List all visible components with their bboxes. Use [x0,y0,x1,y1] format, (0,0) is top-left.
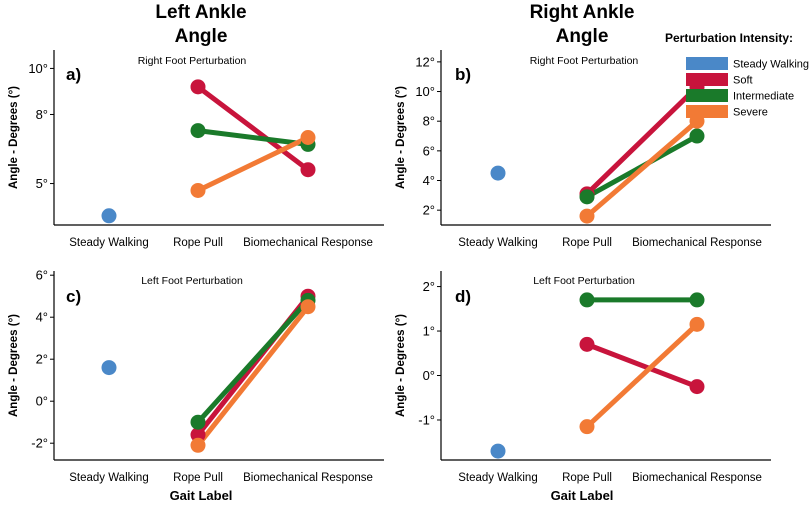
point-intermediate-rope-pull [579,292,595,308]
point-intermediate-rope-pull [190,414,206,430]
y-tick-label: 4° [423,173,435,188]
legend-swatch-steady-walking [686,57,728,70]
x-tick-label: Biomechanical Response [243,472,373,484]
point-severe-rope-pull [190,437,206,453]
right-column-title: Right Ankle [530,2,635,23]
x-axis-label-left: Gait Label [170,488,233,503]
panel-label: b) [455,65,471,84]
point-soft-rope-pull [190,79,206,95]
y-tick-label: 5° [36,176,48,191]
panel-c: -2° 0° 2° 4° 6° Angle - Degrees (°) Steady Wal… [8,268,384,484]
legend-label-severe: Severe [733,107,768,119]
legend-swatch-severe [686,105,728,118]
panel-subtitle: Right Foot Perturbation [138,55,247,67]
legend-title: Perturbation Intensity: [665,31,793,45]
y-tick-label: 2° [423,203,435,218]
point-soft-biomechanical-response [689,379,705,395]
point-intermediate-rope-pull [579,189,595,205]
y-axis-label: Angle - Degrees (°) [8,314,20,417]
series-line-severe [195,304,311,448]
point-steady-walking [101,360,117,376]
panel-subtitle: Right Foot Perturbation [530,55,639,67]
y-axis-label: Angle - Degrees (°) [395,86,407,189]
y-tick-label: 6° [36,268,48,283]
point-severe-rope-pull [579,208,595,224]
series-line-soft [195,84,311,173]
panel-a: 5° 8° 10° Angle - Degrees (°) Steady Walking… [8,50,384,249]
point-steady-walking [490,443,506,459]
point-soft-rope-pull [579,336,595,352]
legend: Perturbation Intensity: Steady Walking So… [665,31,809,119]
y-axis-label: Angle - Degrees (°) [395,314,407,417]
panel-d: -1° 0° 1° 2° Angle - Degrees (°) Steady Walki… [395,271,771,484]
y-tick-label: 6° [423,143,435,158]
right-column-subtitle: Angle [556,26,609,47]
x-tick-label: Steady Walking [458,237,537,249]
y-tick-label: -1° [418,412,435,427]
y-tick-label: 1° [423,324,435,339]
series-line-soft [584,84,700,197]
left-column-subtitle: Angle [175,26,228,47]
x-tick-label: Steady Walking [458,472,537,484]
left-column-title: Left Ankle [155,2,246,23]
x-axis-label-right: Gait Label [551,488,614,503]
x-tick-label: Steady Walking [69,237,148,249]
point-severe-biomechanical-response [300,299,316,315]
x-tick-label: Biomechanical Response [243,237,373,249]
series-line-intermediate [195,128,311,147]
x-tick-label: Biomechanical Response [632,237,762,249]
y-tick-label: 10° [415,84,435,99]
y-tick-label: -2° [31,436,48,451]
panel-b: 2° 4° 6° 8° 10° 12° Angle - Degrees (°) Steady … [395,50,771,249]
y-axis-label: Angle - Degrees (°) [8,86,20,189]
panel-subtitle: Left Foot Perturbation [141,275,243,287]
series-line-severe [195,135,311,193]
point-severe-biomechanical-response [689,316,705,332]
series-line-severe [584,321,700,430]
panels: 5° 8° 10° Angle - Degrees (°) Steady Walking… [8,50,771,484]
y-tick-label: 0° [423,368,435,383]
legend-swatch-soft [686,73,728,86]
point-severe-rope-pull [579,419,595,435]
y-tick-label: 8° [423,114,435,129]
panel-label: c) [66,287,81,306]
series-line-soft [584,341,700,390]
point-intermediate-biomechanical-response [689,128,705,144]
point-severe-biomechanical-response [300,130,316,145]
legend-swatch-intermediate [686,89,728,102]
panel-subtitle: Left Foot Perturbation [533,275,635,287]
panel-label: a) [66,65,81,84]
point-steady-walking [101,208,117,224]
y-tick-label: 8° [36,107,48,122]
series-line-intermediate [195,297,311,425]
panel-label: d) [455,287,471,306]
x-tick-label: Rope Pull [173,237,223,249]
y-tick-label: 12° [415,54,435,69]
point-soft-rope-pull [190,427,206,443]
legend-label-soft: Soft [733,75,753,87]
y-tick-label: 0° [36,394,48,409]
point-intermediate-rope-pull [190,123,206,139]
x-tick-label: Biomechanical Response [632,472,762,484]
series-line-severe [584,118,700,219]
legend-label-steady-walking: Steady Walking [733,59,809,71]
x-tick-label: Rope Pull [562,237,612,249]
point-soft-biomechanical-response [300,162,316,178]
legend-label-intermediate: Intermediate [733,91,794,103]
y-tick-label: 2° [36,352,48,367]
y-tick-label: 4° [36,310,48,325]
point-intermediate-biomechanical-response [689,292,705,308]
y-tick-label: 2° [423,279,435,294]
x-tick-label: Rope Pull [562,472,612,484]
point-steady-walking [490,165,506,181]
x-tick-label: Rope Pull [173,472,223,484]
point-severe-rope-pull [190,182,206,198]
x-tick-label: Steady Walking [69,472,148,484]
y-tick-label: 10° [28,61,48,76]
